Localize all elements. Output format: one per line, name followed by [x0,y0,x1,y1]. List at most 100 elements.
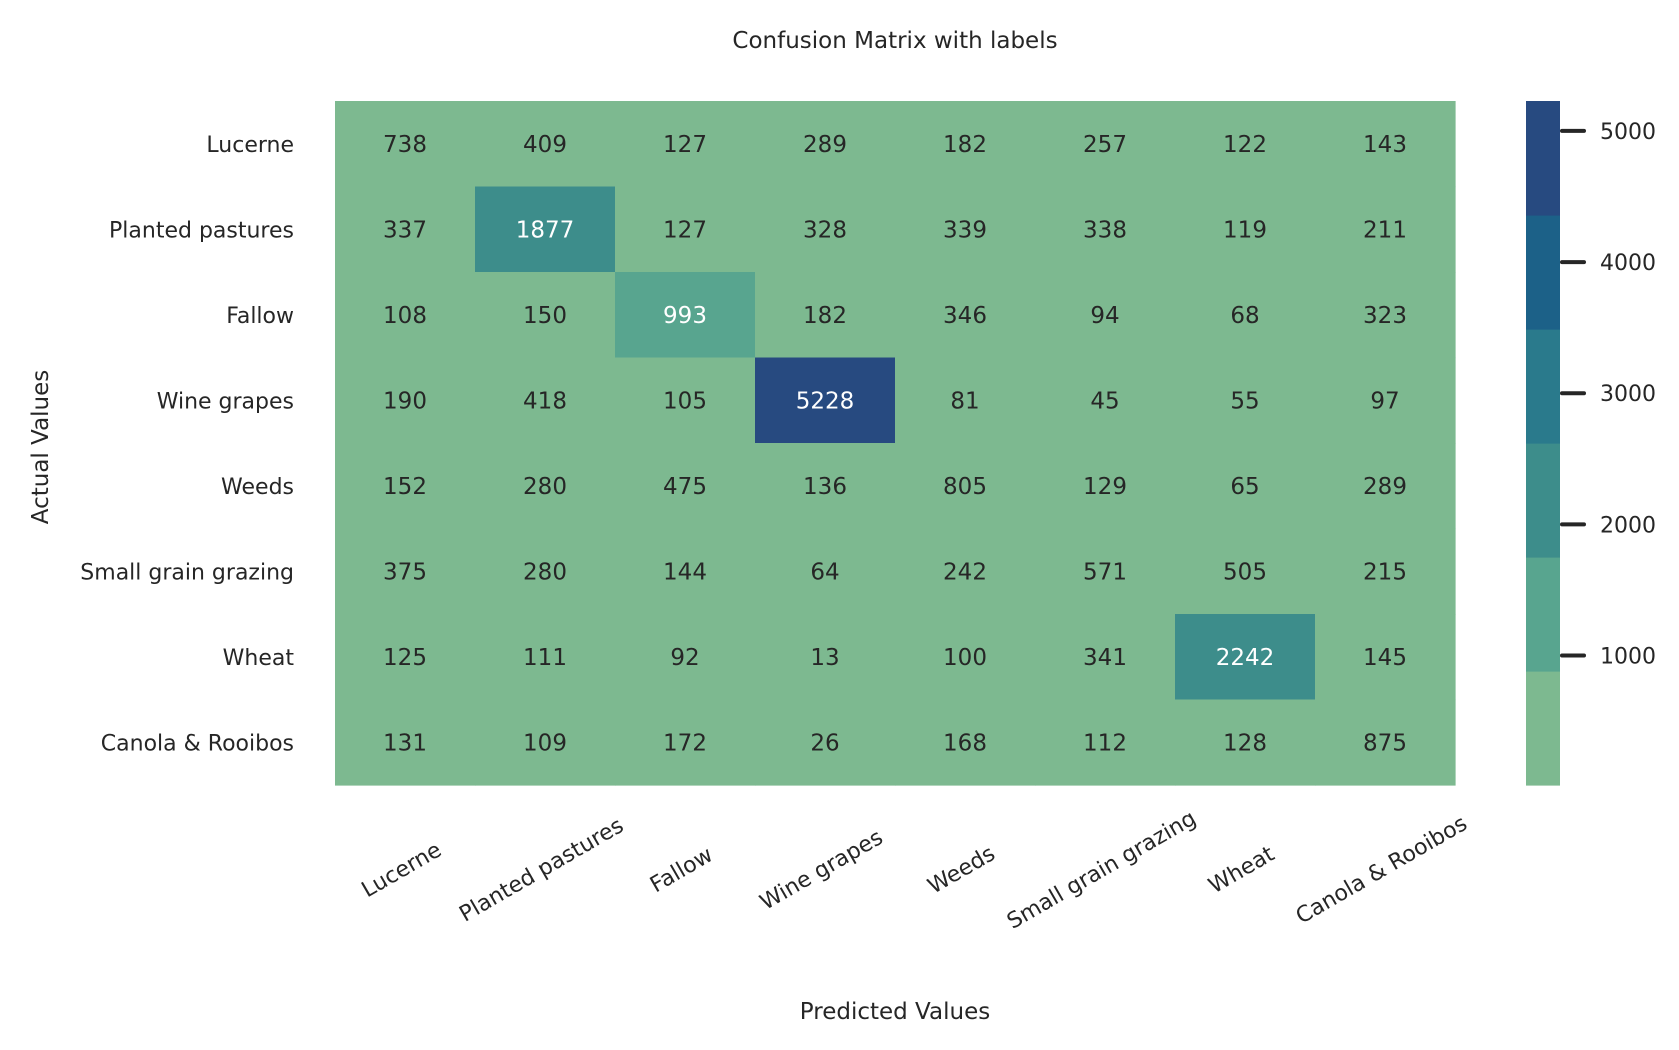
heatmap-cell [1315,357,1456,444]
heatmap-cell [615,699,756,786]
heatmap-cell [895,443,1036,530]
cell-value-label: 136 [803,474,847,500]
cell-value-label: 94 [1090,303,1119,329]
cell-value-label: 215 [1363,559,1407,585]
cell-value-label: 68 [1230,303,1259,329]
heatmap-cell [755,528,896,615]
cell-value-label: 45 [1090,388,1119,414]
cell-value-label: 150 [523,303,567,329]
heatmap-cell [335,699,476,786]
cell-value-label: 13 [810,645,839,671]
cell-value-label: 5228 [796,388,855,414]
cell-value-label: 127 [663,217,707,243]
heatmap-cell [755,357,896,444]
heatmap-cell [615,614,756,701]
heatmap-cell [755,186,896,273]
heatmap-cell [895,614,1036,701]
heatmap-cell [1175,272,1316,359]
cell-value-label: 339 [943,217,987,243]
cell-value-label: 505 [1223,559,1267,585]
cell-value-label: 81 [950,388,979,414]
heatmap-cell [1035,528,1176,615]
heatmap-cell [1035,272,1176,359]
cell-value-label: 111 [523,645,567,671]
colorbar-tick-label: 3000 [1600,382,1656,407]
heatmap-cell [895,699,1036,786]
x-tick-label: Planted pastures [455,813,628,927]
heatmap-cell [475,443,616,530]
heatmap-cell [1175,699,1316,786]
colorbar-ticks: 1000 2000 3000 4000 5000 [1560,120,1656,670]
x-tick-label: Small grain grazing [1003,806,1201,935]
heatmap-cell [335,357,476,444]
cell-value-label: 144 [663,559,707,585]
heatmap-cell [475,614,616,701]
cell-value-label: 1877 [516,217,575,243]
cell-value-label: 738 [383,132,427,158]
cell-value-label: 409 [523,132,567,158]
colorbar-tick-label: 5000 [1600,120,1656,145]
cell-value-label: 128 [1223,730,1267,756]
x-tick-label: Wheat [1205,842,1280,900]
heatmap-cell [335,528,476,615]
colorbar-segment [1526,329,1560,444]
cell-value-label: 97 [1370,388,1399,414]
cell-value-label: 257 [1083,132,1127,158]
cell-value-label: 168 [943,730,987,756]
x-tick-label: Fallow [646,843,717,899]
heatmap-cell [1035,357,1176,444]
cell-value-label: 105 [663,388,707,414]
heatmap-cell [1175,357,1316,444]
y-tick-labels: Lucerne Planted pastures Fallow Wine grapes… [80,133,294,757]
cell-value-label: 323 [1363,303,1407,329]
cell-value-label: 190 [383,388,427,414]
colorbar-tick-label: 4000 [1600,251,1656,276]
heatmap-cell [755,101,896,188]
y-tick-label: Weeds [221,475,294,500]
cell-value-label: 26 [810,730,839,756]
heatmap-cell [615,528,756,615]
heatmap-cell [1175,443,1316,530]
cell-value-label: 182 [943,132,987,158]
colorbar [1526,101,1560,786]
cell-value-label: 112 [1083,730,1127,756]
heatmap-cell [335,272,476,359]
y-tick-label: Lucerne [206,133,294,158]
cell-value-label: 571 [1083,559,1127,585]
heatmap-cell [615,101,756,188]
heatmap-cell [475,101,616,188]
heatmap-cell [1035,614,1176,701]
heatmap-cell [1035,101,1176,188]
x-tick-label: Weeds [924,841,1000,899]
cell-value-label: 109 [523,730,567,756]
colorbar-segment [1526,101,1560,216]
cell-value-label: 122 [1223,132,1267,158]
cell-value-label: 2242 [1216,645,1275,671]
cell-value-label: 100 [943,645,987,671]
heatmap-cell [475,528,616,615]
cell-value-label: 145 [1363,645,1407,671]
cell-value-label: 337 [383,217,427,243]
heatmap-cell [1035,186,1176,273]
y-axis-label: Actual Values [28,370,54,525]
colorbar-segment [1526,557,1560,672]
x-tick-labels: Lucerne Planted pastures Fallow Wine grapes… [358,806,1472,935]
cell-value-label: 65 [1230,474,1259,500]
cell-value-label: 341 [1083,645,1127,671]
heatmap-cell [615,443,756,530]
heatmap-cell [1315,528,1456,615]
cell-value-label: 119 [1223,217,1267,243]
cell-value-label: 242 [943,559,987,585]
cell-value-label: 338 [1083,217,1127,243]
cell-value-label: 92 [670,645,699,671]
cell-value-label: 280 [523,474,567,500]
cell-value-label: 131 [383,730,427,756]
heatmap-cells [335,101,1456,786]
heatmap-cell [755,699,896,786]
cell-value-label: 805 [943,474,987,500]
cell-value-label: 289 [803,132,847,158]
x-tick-label: Canola & Rooibos [1292,811,1472,929]
heatmap-cell [335,614,476,701]
heatmap-cell [615,186,756,273]
